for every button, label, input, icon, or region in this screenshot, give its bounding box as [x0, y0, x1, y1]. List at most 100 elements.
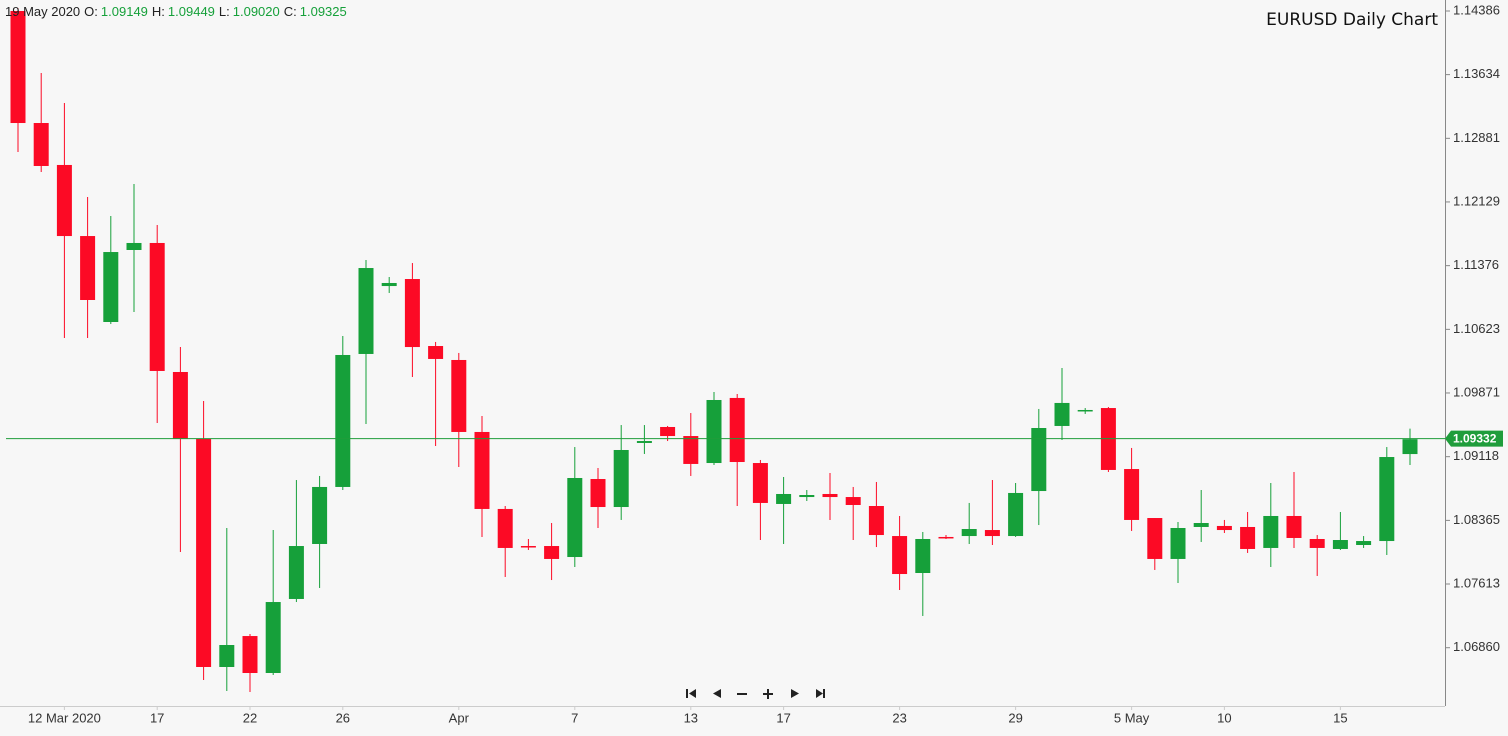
x-tick-label: 23 — [892, 710, 906, 725]
header-item: 1.09020 — [233, 4, 280, 19]
header-item: 19 May 2020 — [5, 4, 80, 19]
nav-forward[interactable] — [787, 686, 801, 700]
x-tick-label: Apr — [449, 710, 470, 725]
x-tick-label: 15 — [1333, 710, 1347, 725]
candle-body — [404, 279, 420, 348]
candle-body — [149, 242, 165, 371]
x-tick-label: 26 — [336, 710, 350, 725]
header-item: 1.09449 — [168, 4, 215, 19]
candle-body — [1147, 518, 1163, 559]
x-tick-label: 17 — [150, 710, 164, 725]
candle-body — [1077, 409, 1093, 412]
y-tick-label: 1.08365 — [1453, 512, 1500, 527]
candle-body — [892, 536, 908, 575]
y-tick-label: 1.12881 — [1453, 130, 1500, 145]
y-tick-label: 1.12129 — [1453, 193, 1500, 208]
candle-body — [1286, 515, 1302, 538]
candle-body — [1054, 402, 1070, 426]
header-item: C: — [284, 4, 297, 19]
candle-body — [868, 506, 884, 536]
last-price-label: 1.09332 — [1453, 432, 1497, 446]
header-item: L: — [219, 4, 230, 19]
candle-body — [1356, 541, 1372, 546]
candle-body — [312, 486, 328, 544]
candle-body — [335, 354, 351, 487]
candle-body — [1379, 457, 1395, 542]
candle-body — [520, 546, 536, 548]
header-item: 1.09149 — [101, 4, 148, 19]
x-tick-label: 17 — [776, 710, 790, 725]
ohlc-header: 19 May 2020 O: 1.09149 H: 1.09449 L: 1.09020 C:… — [5, 4, 347, 19]
chart-title: EURUSD Daily Chart — [1266, 10, 1438, 30]
y-tick-label: 1.07613 — [1453, 575, 1500, 590]
candle-body — [497, 508, 513, 548]
x-tick-label: 13 — [684, 710, 698, 725]
candle-body — [1170, 527, 1186, 559]
candle-body — [706, 399, 722, 464]
nav-zoom-in[interactable] — [761, 686, 775, 700]
candle-body — [636, 441, 652, 443]
candle-body — [938, 536, 954, 539]
y-tick-label: 1.14386 — [1453, 2, 1500, 17]
candle-body — [799, 495, 815, 498]
header-item: H: — [152, 4, 165, 19]
candle-body — [428, 346, 444, 359]
nav-zoom-out[interactable] — [735, 686, 749, 700]
candle-body — [590, 479, 606, 508]
candle-body — [288, 546, 304, 599]
candle-body — [126, 242, 142, 250]
candle-body — [242, 636, 258, 674]
candle-body — [915, 538, 931, 574]
candle-body — [683, 436, 699, 464]
candle-body — [358, 268, 374, 354]
candle-body — [567, 477, 583, 558]
candle-body — [80, 236, 96, 300]
candle-body — [1031, 427, 1047, 492]
nav-last[interactable] — [813, 686, 827, 700]
candle-body — [1216, 525, 1232, 531]
x-tick-label: 7 — [571, 710, 578, 725]
navigation — [683, 686, 827, 700]
x-tick-label: 22 — [243, 710, 257, 725]
header-item: O: — [84, 4, 98, 19]
candle-body — [265, 602, 281, 674]
last-price-flag — [1445, 430, 1503, 447]
candle-body — [219, 645, 235, 667]
y-tick-label: 1.06860 — [1453, 639, 1500, 654]
y-tick-label: 1.09118 — [1453, 448, 1499, 463]
candle-body — [544, 546, 560, 559]
y-tick-label: 1.09871 — [1453, 384, 1500, 399]
candle-body — [752, 463, 768, 503]
candle-body — [613, 449, 629, 508]
candle-body — [845, 497, 861, 505]
x-tick-label: 5 May — [1114, 710, 1150, 725]
candle-body — [660, 426, 676, 437]
candle-body — [33, 123, 49, 166]
candle-body — [1124, 469, 1140, 520]
candle-body — [1193, 523, 1209, 527]
candle-body — [474, 431, 490, 509]
candle-body — [984, 530, 1000, 537]
y-tick-label: 1.13634 — [1453, 66, 1500, 81]
nav-first[interactable] — [683, 686, 697, 700]
y-tick-label: 1.11376 — [1453, 257, 1499, 272]
candle-body — [381, 282, 397, 287]
x-tick-label: 10 — [1217, 710, 1231, 725]
candle-body — [1402, 439, 1418, 455]
candle-body — [1008, 492, 1024, 537]
candle-body — [1309, 538, 1325, 548]
candle-body — [1263, 515, 1279, 548]
candle-body — [1240, 526, 1256, 549]
header-item: 1.09325 — [300, 4, 347, 19]
candle-body — [103, 252, 119, 322]
candle-body — [196, 438, 212, 667]
candle-body — [822, 493, 838, 498]
candle-body — [961, 529, 977, 537]
candle-body — [172, 371, 188, 439]
candle-body — [1332, 540, 1348, 549]
candle-body — [10, 10, 26, 124]
y-tick-label: 1.10623 — [1453, 321, 1500, 336]
nav-back[interactable] — [709, 686, 723, 700]
